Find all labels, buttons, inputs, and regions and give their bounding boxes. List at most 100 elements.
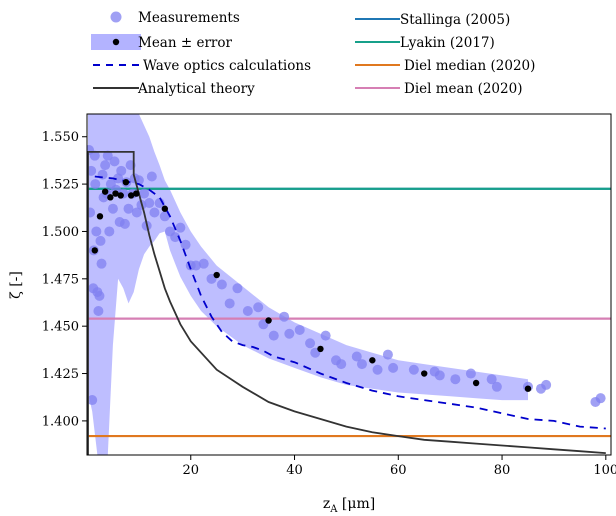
measurement-point — [104, 226, 115, 237]
x-tick-label: 40 — [286, 463, 303, 478]
analytical-theory-line — [87, 151, 606, 455]
curves-layer — [87, 151, 606, 455]
y-tick-label: 1.425 — [42, 367, 79, 382]
legend-marker-mean — [112, 38, 120, 46]
measurements-layer — [87, 144, 606, 407]
measurement-point — [95, 235, 106, 246]
measurement-point — [90, 179, 101, 190]
measurement-point — [320, 330, 331, 341]
measurement-point — [87, 395, 98, 406]
measurement-point — [284, 328, 295, 339]
measurement-point — [180, 239, 191, 250]
measurement-point — [146, 171, 157, 182]
measurement-point — [123, 203, 134, 214]
measurement-point — [159, 211, 170, 222]
measurement-point — [356, 359, 367, 370]
measurement-point — [450, 374, 461, 385]
measurement-point — [294, 324, 305, 335]
measurement-point — [408, 364, 419, 375]
measurement-point — [144, 198, 155, 209]
measurement-point — [119, 218, 130, 229]
legend-label: Diel median (2020) — [404, 58, 535, 74]
measurement-point — [336, 359, 347, 370]
mean-point — [213, 271, 220, 279]
measurement-point — [242, 306, 253, 317]
mean-point — [127, 192, 135, 199]
measurement-point — [100, 160, 111, 171]
legend-label: Stallinga (2005) — [400, 12, 510, 28]
measurement-point — [305, 338, 316, 349]
plot-area — [87, 114, 611, 455]
measurement-point — [113, 173, 124, 184]
mean-point — [117, 192, 124, 199]
mean-point — [107, 194, 114, 201]
measurement-point — [253, 302, 264, 313]
mean-point — [96, 213, 104, 220]
legend-label: Diel mean (2020) — [404, 81, 522, 97]
mean-point — [317, 345, 324, 353]
measurement-point — [382, 349, 393, 360]
measurement-point — [491, 381, 502, 392]
measurement-point — [268, 330, 279, 341]
legend-label: Wave optics calculations — [143, 58, 311, 74]
measurement-point — [102, 150, 113, 161]
mean-point — [265, 317, 272, 324]
measurement-point — [149, 207, 160, 218]
y-tick-label: 1.450 — [42, 320, 79, 335]
legend-label: Mean ± error — [138, 35, 232, 51]
measurement-point — [351, 351, 362, 362]
reference-lines-layer — [87, 187, 611, 438]
y-axis-label: ζ [-] — [8, 271, 24, 299]
error-band — [88, 114, 528, 455]
measurement-point — [541, 379, 552, 390]
measurement-point — [279, 311, 290, 322]
x-tick-label: 100 — [593, 463, 616, 478]
mean-points-layer — [91, 179, 532, 392]
measurement-point — [89, 150, 100, 161]
mean-point — [161, 205, 169, 212]
mean-point — [91, 247, 98, 254]
measurement-point — [175, 222, 186, 233]
measurement-point — [434, 370, 445, 381]
measurement-point — [116, 165, 127, 176]
wave-optics-line — [94, 175, 606, 430]
y-tick-label: 1.500 — [42, 225, 79, 240]
measurement-point — [224, 298, 235, 309]
legend-label: Analytical theory — [137, 81, 255, 97]
mean-point — [369, 357, 376, 364]
mean-point — [472, 379, 480, 387]
measurement-point — [91, 226, 102, 237]
measurement-point — [486, 374, 497, 385]
y-tick-label: 1.400 — [42, 414, 79, 429]
measurement-point — [96, 258, 107, 269]
y-tick-label: 1.475 — [42, 272, 79, 287]
mean-point — [133, 190, 140, 197]
x-tick-label: 20 — [182, 463, 199, 478]
measurement-point — [109, 156, 120, 167]
mean-point — [122, 179, 130, 186]
mean-point — [101, 188, 109, 195]
legend-label: Measurements — [138, 10, 240, 26]
axes: 20 40 60 80 100 1.400 1.425 1.450 1.475 1.500 1.52… — [42, 130, 616, 478]
measurement-point — [372, 364, 383, 375]
measurement-point — [198, 258, 209, 269]
measurement-point — [190, 260, 201, 271]
measurement-point — [107, 203, 118, 214]
legend: Measurements Mean ± error Wave optics calc… — [91, 10, 535, 97]
y-tick-label: 1.525 — [42, 178, 79, 193]
plot-frame — [86, 113, 612, 456]
measurement-point — [232, 283, 243, 294]
measurement-point — [93, 306, 104, 317]
y-tick-label: 1.550 — [42, 130, 79, 145]
measurement-point — [216, 279, 227, 290]
x-tick-label: 60 — [390, 463, 407, 478]
x-axis-label: zA [μm] — [323, 496, 375, 515]
mean-point — [421, 370, 428, 377]
measurement-point — [170, 232, 181, 243]
x-tick-label: 80 — [494, 463, 511, 478]
measurement-point — [595, 393, 606, 404]
measurement-point — [131, 207, 142, 218]
error-band-layer — [88, 114, 528, 455]
measurement-point — [465, 368, 476, 379]
